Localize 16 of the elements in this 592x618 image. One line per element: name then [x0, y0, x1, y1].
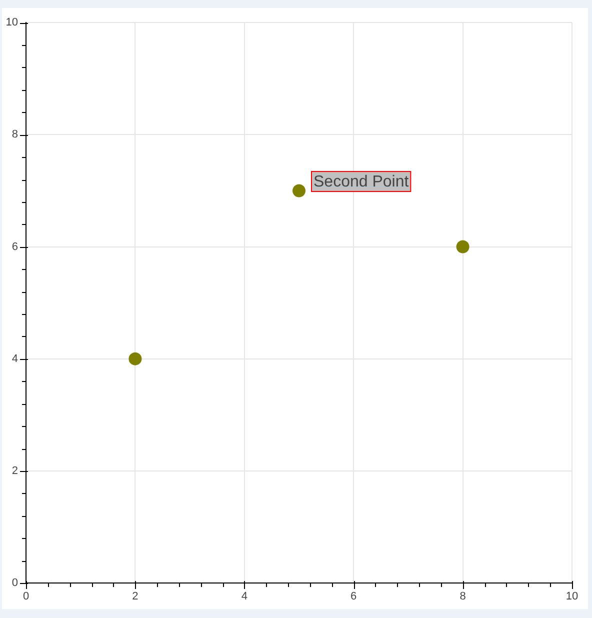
- y-tick-label: 6: [12, 240, 18, 253]
- point: [128, 352, 142, 366]
- x-tick-label: 2: [132, 590, 138, 603]
- x-tick-label: 10: [566, 590, 578, 603]
- y-tick-label: 10: [6, 16, 18, 29]
- y-tick-label: 4: [12, 352, 18, 365]
- point: [292, 184, 306, 198]
- x-tick-label: 8: [460, 590, 466, 603]
- y-tick-label: 2: [12, 464, 18, 477]
- x-tick-label: 6: [350, 590, 357, 603]
- x-tick-label: 4: [241, 590, 248, 603]
- point: [456, 240, 470, 254]
- x-tick-label: 0: [22, 590, 30, 603]
- y-tick-label: 8: [12, 128, 18, 141]
- annotation: Second Point: [314, 173, 410, 190]
- y-tick-label: 0: [12, 577, 18, 590]
